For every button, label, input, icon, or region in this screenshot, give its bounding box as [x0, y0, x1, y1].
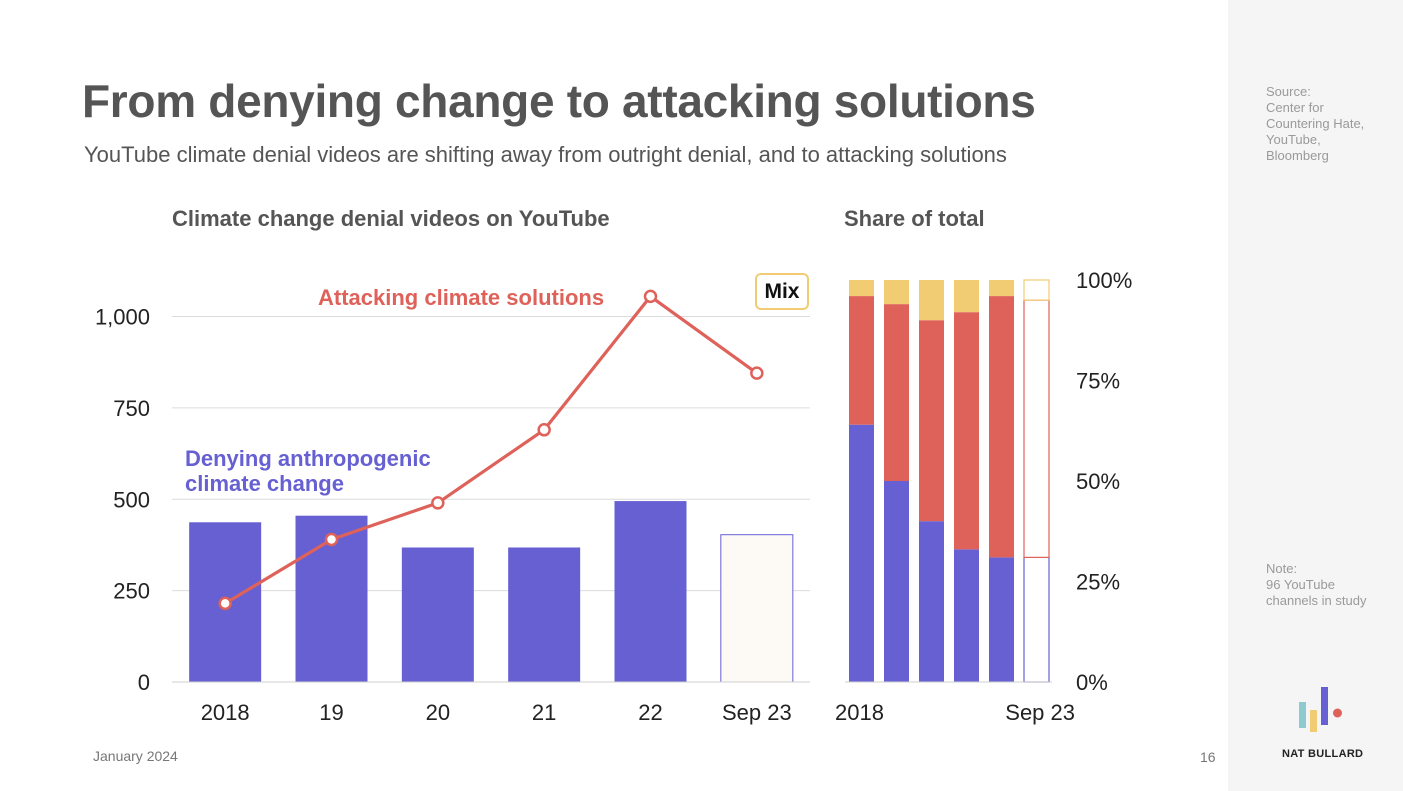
bar-denial [614, 501, 687, 682]
share-segment-mix [989, 280, 1014, 297]
page-title: From denying change to attacking solutio… [82, 75, 1036, 127]
share-segment-denial [989, 557, 1014, 682]
share-segment-denial [954, 549, 979, 682]
y-tick-label: 250 [113, 579, 150, 604]
x-tick-label: 19 [319, 700, 343, 725]
solutions-point [750, 366, 764, 380]
solutions-point [218, 596, 232, 611]
x-tick-label: 21 [532, 700, 556, 725]
bar-denial [401, 547, 474, 682]
share-segment-mix [1023, 279, 1050, 301]
x-tick-label: 20 [426, 700, 450, 725]
share-segment-mix [849, 280, 874, 297]
share-segment-attacking-solutions [849, 296, 874, 425]
source-note: Source: Center for Countering Hate, YouT… [1266, 84, 1381, 164]
videos-bar-line-chart: 0 250 500 750 1,000 2018 19 20 21 22 Sep 23 Attacki… [95, 273, 810, 725]
share-segment-mix [919, 280, 944, 321]
share-segment-mix [954, 280, 979, 313]
nat-bullard-logo-icon [1299, 687, 1342, 732]
share-segment-denial [1023, 556, 1050, 683]
mix-legend-box [755, 273, 809, 310]
source-text: Center for Countering Hate, YouTube, Blo… [1266, 100, 1365, 163]
denial-series-label: climate change [185, 471, 344, 496]
x-tick-label: 22 [638, 700, 662, 725]
share-y-tick-label: 100% [1076, 268, 1132, 293]
right-chart-title: Share of total [844, 206, 985, 231]
share-segment-denial [849, 424, 874, 682]
share-segment-attacking-solutions [919, 320, 944, 522]
share-segment-attacking-solutions [1023, 299, 1050, 558]
bar-denial-partial [720, 534, 794, 683]
brand-name: NAT BULLARD [1282, 748, 1364, 760]
solutions-line [224, 294, 758, 605]
share-segment-mix [884, 280, 909, 305]
solutions-series-label: Attacking climate solutions [318, 285, 604, 310]
share-segment-denial [884, 481, 909, 682]
solutions-point [431, 496, 445, 510]
footer-date: January 2024 [93, 748, 178, 764]
solutions-point [537, 423, 551, 437]
share-x-tick-label: 2018 [835, 700, 884, 725]
share-y-tick-label: 0% [1076, 670, 1108, 695]
share-segment-attacking-solutions [884, 304, 909, 481]
bar-denial [508, 547, 581, 682]
source-label: Source: [1266, 84, 1311, 99]
mix-legend-label: Mix [764, 280, 799, 303]
note-label: Note: [1266, 561, 1298, 576]
share-y-tick-label: 25% [1076, 570, 1120, 595]
share-x-tick-label: Sep 23 [1005, 700, 1075, 725]
sidebar-panel [1228, 0, 1403, 791]
page-subtitle: YouTube climate denial videos are shifti… [84, 142, 1007, 167]
page-number: 16 [1200, 749, 1216, 765]
y-tick-label: 750 [113, 396, 150, 421]
solutions-point [324, 532, 339, 547]
x-tick-label: 2018 [201, 700, 250, 725]
left-chart-title: Climate change denial videos on YouTube [172, 206, 610, 231]
share-segment-denial [919, 521, 944, 682]
share-y-tick-label: 50% [1076, 469, 1120, 494]
y-tick-label: 0 [138, 670, 150, 695]
share-segment-attacking-solutions [989, 296, 1014, 558]
y-tick-label: 1,000 [95, 305, 150, 330]
note-text: 96 YouTube channels in study [1266, 577, 1367, 608]
x-tick-label: Sep 23 [722, 700, 792, 725]
study-note: Note: 96 YouTube channels in study [1266, 561, 1381, 609]
share-segment-attacking-solutions [954, 312, 979, 550]
denial-series-label: Denying anthropogenic [185, 446, 431, 471]
solutions-point [643, 289, 658, 304]
share-stacked-bar-chart: 0% 25% 50% 75% 100% 2018 Sep 23 [835, 268, 1132, 725]
share-y-tick-label: 75% [1076, 369, 1120, 394]
y-tick-label: 500 [113, 487, 150, 512]
